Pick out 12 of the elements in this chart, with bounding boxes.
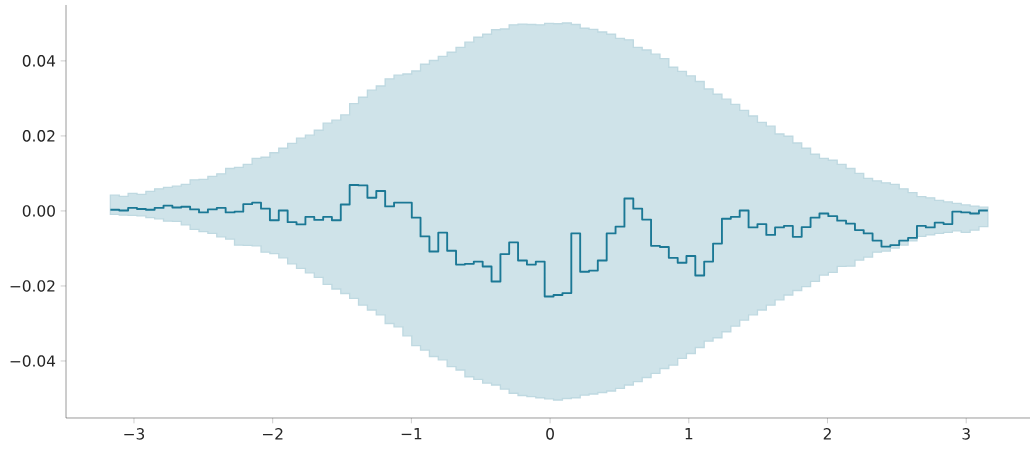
x-tick-label: 1: [685, 428, 693, 440]
x-tick-label: −3: [124, 428, 145, 440]
y-tick-label: 0.04: [22, 55, 56, 67]
x-tick-label: −1: [401, 428, 422, 440]
x-tick-label: −2: [263, 428, 283, 440]
y-tick-label: 0.00: [22, 205, 55, 217]
x-tick-label: 3: [962, 428, 970, 440]
y-tick-label: −0.04: [10, 355, 56, 367]
y-tick-label: 0.02: [22, 130, 55, 142]
x-tick-label: 0: [546, 428, 554, 440]
y-tick-label: −0.02: [10, 280, 55, 292]
x-tick-label: 2: [823, 428, 831, 440]
